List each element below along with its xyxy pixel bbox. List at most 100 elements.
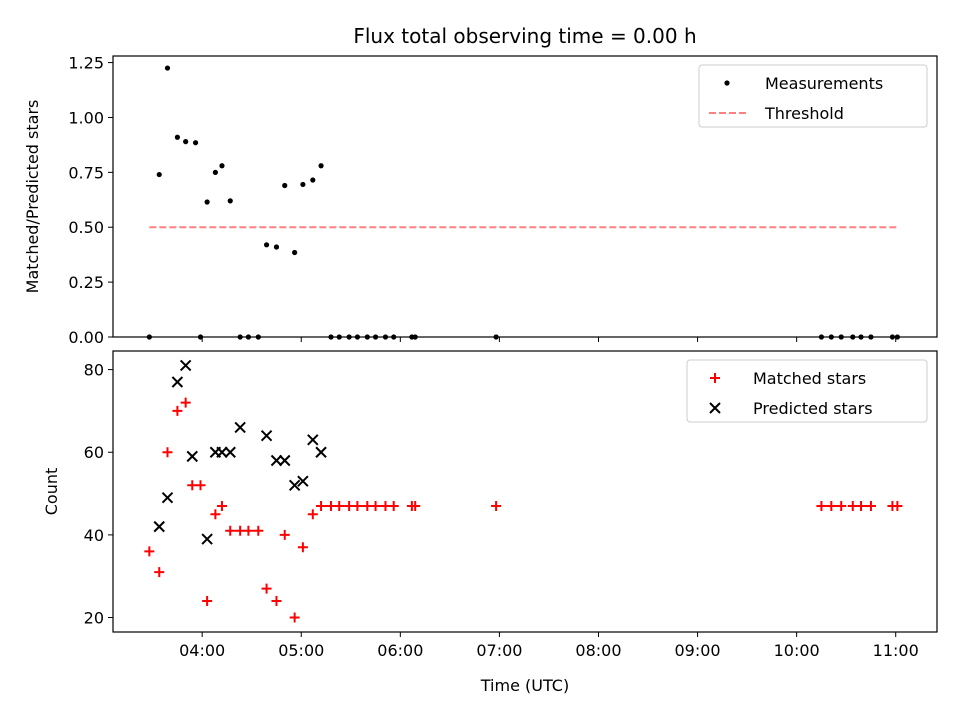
legend-handle bbox=[710, 373, 720, 383]
y-tick-label: 0.00 bbox=[68, 328, 104, 347]
data-point bbox=[171, 376, 184, 388]
bottom-panel-counts: 20 40 60 80 04:00 05:00 06:00 07:00 08:00 09:00 10… bbox=[42, 350, 938, 660]
data-point bbox=[307, 509, 318, 520]
legend: Measurements Threshold bbox=[698, 64, 928, 128]
data-point bbox=[300, 181, 306, 188]
top-panel-ratio: 0.00 0.25 0.50 0.75 1.00 1.25 Matched/Predicte… bbox=[23, 54, 938, 347]
x-tick-label: 09:00 bbox=[675, 641, 721, 660]
data-point bbox=[202, 596, 213, 607]
y-tick-label: 60 bbox=[84, 443, 104, 462]
data-point bbox=[334, 500, 345, 511]
x-tick-label: 10:00 bbox=[774, 641, 820, 660]
data-point bbox=[410, 500, 421, 511]
x-tick-label: 04:00 bbox=[179, 641, 225, 660]
legend-label: Matched stars bbox=[753, 369, 866, 388]
data-point bbox=[164, 65, 171, 71]
x-axis-label: Time (UTC) bbox=[480, 676, 569, 695]
y-tick-label: 1.25 bbox=[68, 54, 104, 73]
legend-handle bbox=[709, 402, 721, 414]
data-point bbox=[210, 509, 221, 520]
data-point bbox=[183, 139, 189, 145]
data-point bbox=[186, 450, 198, 463]
data-point bbox=[224, 446, 236, 458]
data-point bbox=[388, 500, 399, 511]
data-point bbox=[270, 454, 283, 467]
data-point bbox=[225, 525, 236, 536]
data-point bbox=[279, 454, 291, 467]
data-point bbox=[836, 500, 847, 511]
x-tick-label: 05:00 bbox=[278, 641, 324, 660]
data-point bbox=[180, 397, 191, 408]
data-point bbox=[292, 249, 298, 256]
x-tick-label: 06:00 bbox=[377, 641, 423, 660]
data-point bbox=[261, 583, 272, 594]
y-tick-label: 0.50 bbox=[68, 218, 104, 237]
data-point bbox=[826, 500, 837, 511]
data-point bbox=[156, 171, 162, 178]
data-point bbox=[201, 533, 213, 545]
y-tick-label: 1.00 bbox=[68, 108, 104, 127]
y-tick-label: 40 bbox=[84, 526, 104, 545]
data-point bbox=[491, 500, 502, 511]
data-point bbox=[263, 242, 270, 248]
data-point bbox=[865, 500, 876, 511]
y-axis-label: Matched/Predicted stars bbox=[23, 100, 42, 294]
legend-label: Measurements bbox=[765, 74, 883, 93]
data-point bbox=[273, 244, 280, 250]
y-tick-label: 0.25 bbox=[68, 273, 104, 292]
data-point bbox=[816, 500, 827, 511]
y-tick-label: 0.75 bbox=[68, 163, 104, 182]
x-tick-label: 11:00 bbox=[873, 641, 919, 660]
y-axis-label: Count bbox=[42, 468, 61, 516]
data-point bbox=[315, 446, 327, 458]
x-tick-label: 07:00 bbox=[476, 641, 522, 660]
data-point bbox=[253, 525, 264, 536]
data-point bbox=[271, 596, 282, 607]
data-point bbox=[279, 529, 290, 540]
x-tick-label: 08:00 bbox=[575, 641, 621, 660]
series-predicted-stars bbox=[153, 359, 327, 545]
data-point bbox=[172, 405, 183, 416]
data-point bbox=[307, 434, 319, 446]
legend-label: Predicted stars bbox=[753, 399, 873, 418]
data-point bbox=[316, 500, 327, 511]
legend: Matched stars Predicted stars bbox=[686, 359, 928, 423]
data-point bbox=[260, 430, 273, 442]
data-point bbox=[318, 163, 324, 169]
data-point bbox=[856, 500, 867, 511]
data-point bbox=[282, 182, 288, 189]
data-point bbox=[153, 520, 165, 533]
data-point bbox=[144, 546, 155, 557]
legend-label: Threshold bbox=[764, 104, 844, 123]
data-point bbox=[216, 446, 228, 458]
axes-frame bbox=[112, 350, 938, 633]
legend-handle bbox=[724, 80, 730, 86]
legend-box bbox=[686, 359, 928, 423]
data-point bbox=[243, 525, 254, 536]
data-point bbox=[227, 198, 233, 204]
data-point bbox=[179, 359, 192, 372]
data-point bbox=[289, 612, 300, 623]
data-point bbox=[212, 169, 218, 175]
data-point bbox=[234, 421, 246, 434]
data-point bbox=[204, 199, 210, 205]
data-point bbox=[154, 567, 165, 578]
legend-box bbox=[698, 64, 928, 128]
y-tick-label: 20 bbox=[84, 609, 104, 628]
data-point bbox=[161, 491, 174, 504]
axes-frame bbox=[112, 55, 938, 338]
data-point bbox=[219, 163, 225, 169]
data-point bbox=[162, 447, 173, 458]
data-point bbox=[288, 479, 301, 492]
data-point bbox=[216, 500, 227, 511]
data-point bbox=[297, 475, 309, 487]
data-point bbox=[192, 140, 199, 146]
data-point bbox=[195, 480, 206, 491]
y-tick-label: 80 bbox=[84, 361, 104, 380]
data-point bbox=[310, 177, 316, 183]
data-point bbox=[297, 542, 308, 553]
data-point bbox=[370, 500, 381, 511]
series-matched-stars bbox=[144, 397, 903, 623]
data-point bbox=[892, 500, 903, 511]
